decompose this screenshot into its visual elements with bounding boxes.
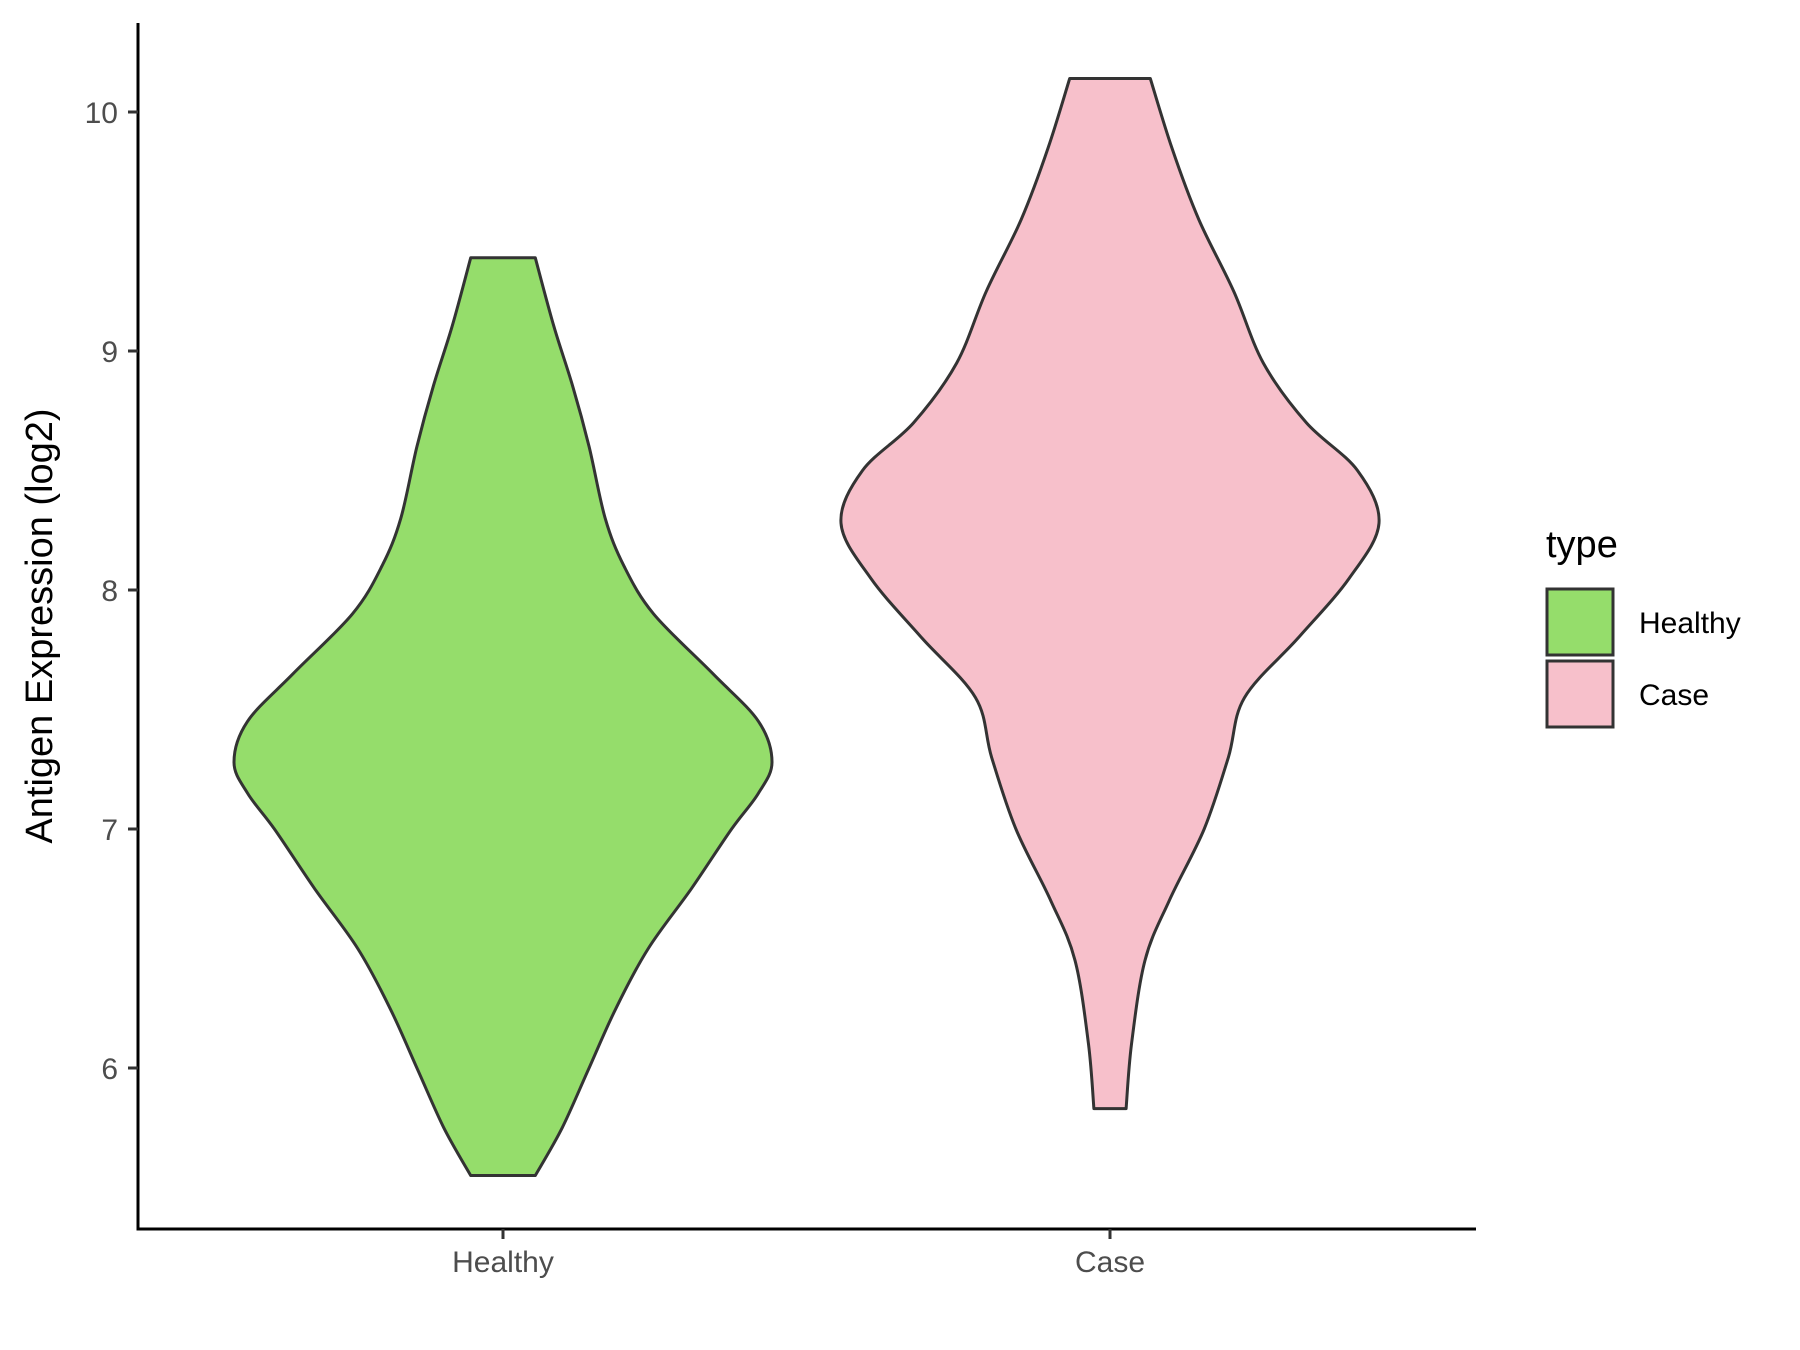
y-tick-label: 10	[85, 97, 118, 130]
y-tick-label: 8	[101, 575, 118, 608]
x-ticks: Healthy Case	[452, 1229, 1145, 1279]
y-ticks: 6 7 8 9 10	[85, 97, 138, 1086]
y-tick-label: 7	[101, 814, 118, 847]
x-tick-label: Healthy	[452, 1246, 554, 1279]
y-axis-title: Antigen Expression (log2)	[19, 408, 61, 843]
y-tick-label: 9	[101, 336, 118, 369]
violin-healthy	[232, 256, 774, 1177]
violins-layer	[232, 77, 1381, 1177]
violin-case	[839, 77, 1381, 1111]
legend-label-healthy: Healthy	[1639, 607, 1741, 640]
legend-label-case: Case	[1639, 679, 1709, 712]
legend-items: Healthy Case	[1545, 587, 1741, 729]
legend-swatch-case	[1545, 659, 1615, 729]
legend-swatch-healthy	[1545, 587, 1615, 657]
legend: type Healthy Case	[1545, 524, 1741, 729]
legend-title: type	[1546, 524, 1618, 566]
x-tick-label: Case	[1075, 1246, 1145, 1279]
y-tick-label: 6	[101, 1053, 118, 1086]
